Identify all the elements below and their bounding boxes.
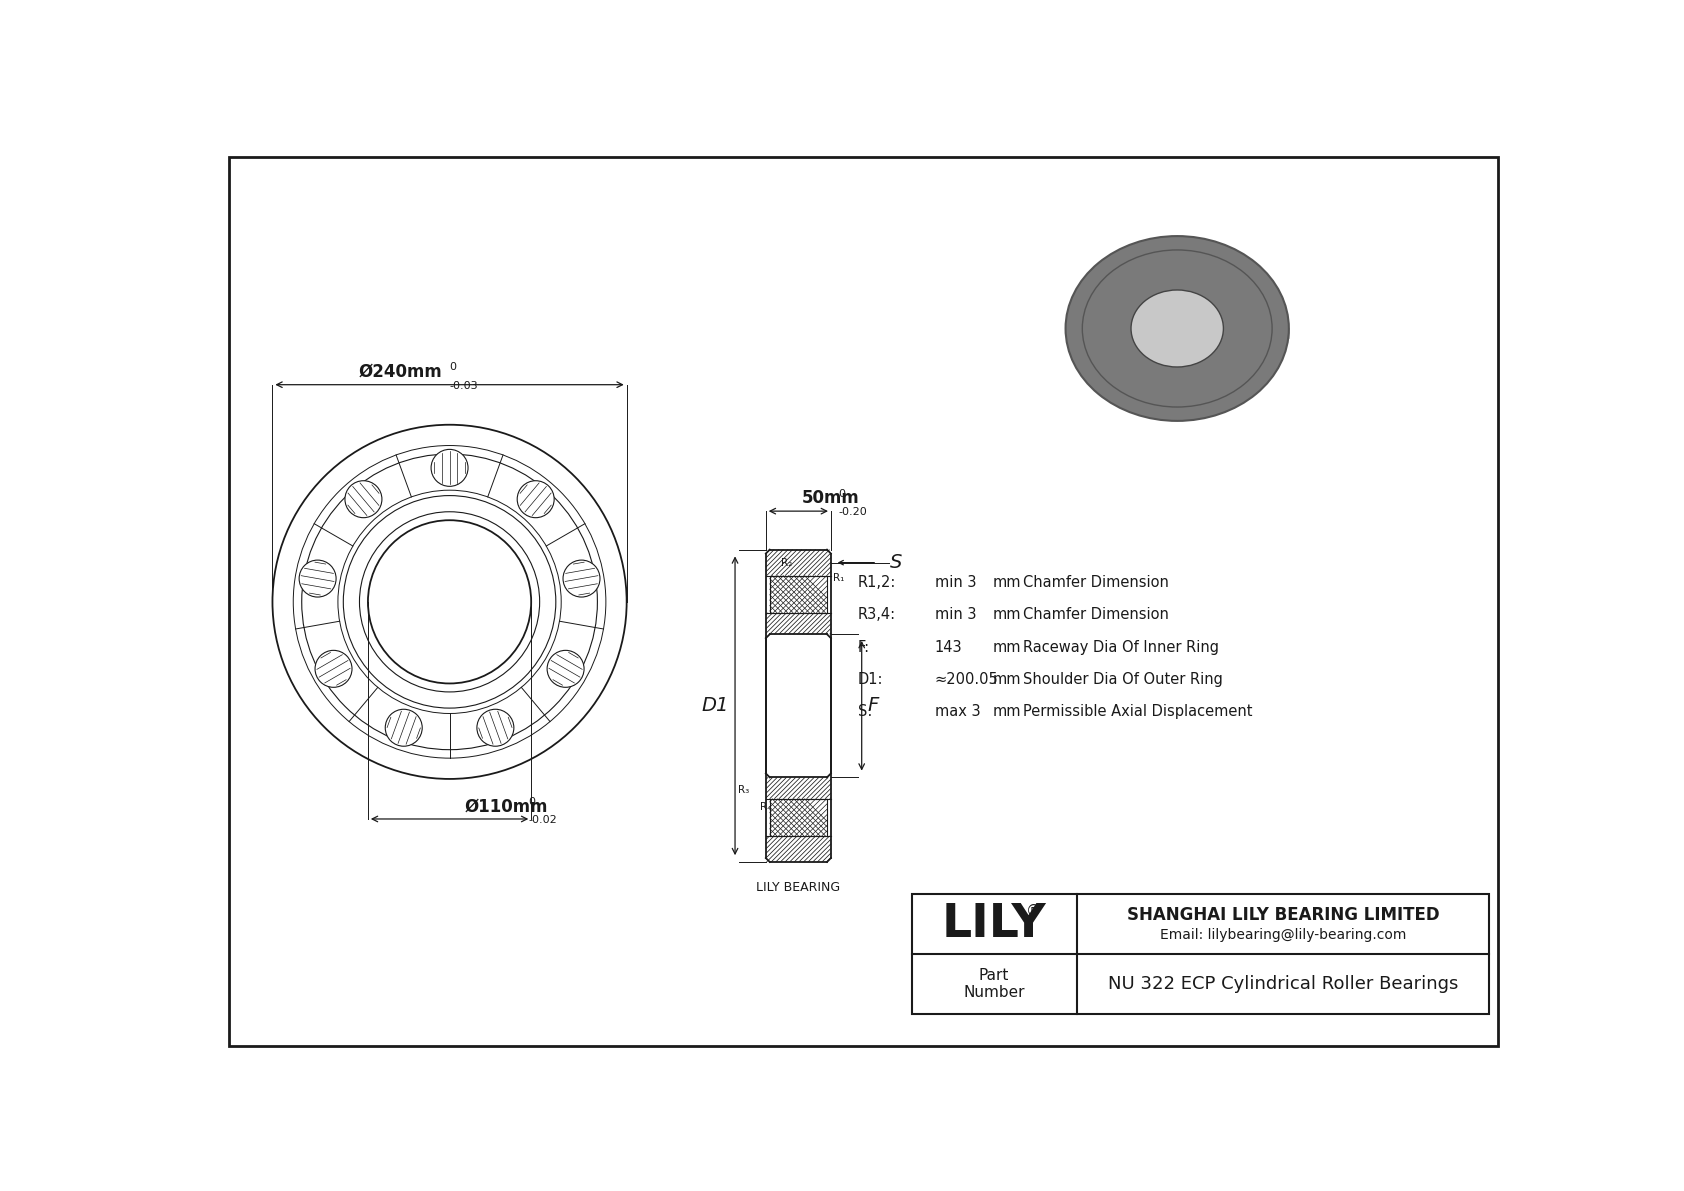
Text: Chamfer Dimension: Chamfer Dimension: [1024, 575, 1169, 590]
Text: D1: D1: [702, 697, 729, 716]
Text: 143: 143: [935, 640, 962, 655]
Text: 50mm: 50mm: [802, 490, 861, 507]
Ellipse shape: [1066, 236, 1288, 420]
Text: Ø110mm: Ø110mm: [465, 797, 549, 815]
Text: ®: ®: [1026, 904, 1042, 918]
Text: S: S: [891, 553, 903, 572]
Circle shape: [345, 481, 382, 518]
Text: LILY BEARING: LILY BEARING: [756, 881, 840, 894]
Text: 0: 0: [450, 362, 456, 373]
Text: min 3: min 3: [935, 575, 977, 590]
Text: min 3: min 3: [935, 607, 977, 623]
Text: 0: 0: [839, 488, 845, 499]
Text: R₃: R₃: [738, 785, 749, 794]
Circle shape: [562, 560, 600, 597]
Text: -0.02: -0.02: [529, 815, 557, 825]
Text: mm: mm: [992, 575, 1021, 590]
Text: mm: mm: [992, 704, 1021, 719]
Text: -0.20: -0.20: [839, 507, 867, 517]
Circle shape: [477, 710, 514, 747]
Circle shape: [300, 560, 337, 597]
Text: Raceway Dia Of Inner Ring: Raceway Dia Of Inner Ring: [1024, 640, 1219, 655]
Circle shape: [315, 650, 352, 687]
Text: F: F: [867, 697, 879, 716]
Text: mm: mm: [992, 640, 1021, 655]
Circle shape: [431, 449, 468, 486]
Circle shape: [547, 650, 584, 687]
Text: NU 322 ECP Cylindrical Roller Bearings: NU 322 ECP Cylindrical Roller Bearings: [1108, 975, 1458, 993]
Text: 0: 0: [529, 797, 536, 806]
Text: R3,4:: R3,4:: [857, 607, 896, 623]
Text: max 3: max 3: [935, 704, 980, 719]
Ellipse shape: [1132, 289, 1223, 367]
Text: Ø240mm: Ø240mm: [359, 363, 441, 381]
Bar: [911, 894, 1489, 1014]
Text: ≈200.05: ≈200.05: [935, 672, 999, 687]
Text: -0.03: -0.03: [450, 381, 478, 391]
Text: Shoulder Dia Of Outer Ring: Shoulder Dia Of Outer Ring: [1024, 672, 1223, 687]
Text: mm: mm: [992, 607, 1021, 623]
Text: Email: lilybearing@lily-bearing.com: Email: lilybearing@lily-bearing.com: [1160, 928, 1406, 942]
Text: Part
Number: Part Number: [963, 968, 1024, 1000]
Text: R1,2:: R1,2:: [857, 575, 896, 590]
Text: S:: S:: [857, 704, 872, 719]
Text: Chamfer Dimension: Chamfer Dimension: [1024, 607, 1169, 623]
Text: F:: F:: [857, 640, 869, 655]
Text: R₂: R₂: [781, 557, 791, 568]
Circle shape: [517, 481, 554, 518]
Text: Permissible Axial Displacement: Permissible Axial Displacement: [1024, 704, 1253, 719]
Text: R₁: R₁: [834, 573, 845, 584]
Text: mm: mm: [992, 672, 1021, 687]
Circle shape: [386, 710, 423, 747]
Text: SHANGHAI LILY BEARING LIMITED: SHANGHAI LILY BEARING LIMITED: [1127, 906, 1440, 924]
Text: R₄: R₄: [759, 802, 771, 812]
Text: LILY: LILY: [941, 902, 1046, 947]
Text: D1:: D1:: [857, 672, 882, 687]
